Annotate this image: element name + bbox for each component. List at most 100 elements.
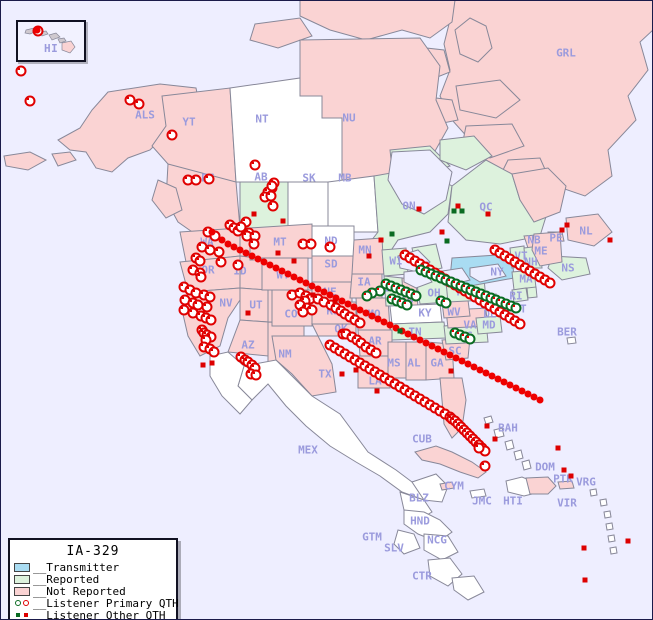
listener-marker-filled xyxy=(266,261,274,269)
listener-primary-qth-marker xyxy=(305,238,317,250)
listener-marker-filled xyxy=(518,387,526,395)
listener-primary-qth-marker xyxy=(479,460,491,472)
listener-marker-filled xyxy=(254,255,262,263)
listener-marker-filled xyxy=(208,228,216,236)
listener-marker-filled xyxy=(230,243,238,251)
listener-marker-filled xyxy=(284,270,292,278)
listener-other-qth-marker xyxy=(484,423,490,429)
listener-other-qth-marker xyxy=(555,445,561,451)
listener-marker-filled xyxy=(308,282,316,290)
legend-item: __Reported xyxy=(14,573,172,585)
listener-marker-filled xyxy=(536,396,544,404)
listener-other-qth-marker xyxy=(561,467,567,473)
legend-marker-sample xyxy=(14,611,30,620)
listener-other-qth-marker xyxy=(568,473,574,479)
listener-marker-filled xyxy=(410,333,418,341)
listener-marker-filled xyxy=(482,369,490,377)
listener-marker-filled xyxy=(440,348,448,356)
listener-other-qth-marker xyxy=(492,436,498,442)
listener-other-qth-marker xyxy=(439,229,445,235)
listener-marker-filled xyxy=(524,390,532,398)
listener-marker-filled xyxy=(368,312,376,320)
listener-other-qth-marker xyxy=(582,577,588,583)
legend-item-label: __Listener Other QTH xyxy=(33,608,166,620)
legend-item-label: __Listener Primary QTH xyxy=(33,596,179,610)
listener-primary-qth-marker xyxy=(267,200,279,212)
listener-other-qth-marker xyxy=(564,222,570,228)
listener-primary-qth-marker xyxy=(190,174,202,186)
listener-marker-filled xyxy=(302,279,310,287)
listener-other-qth-marker xyxy=(374,388,380,394)
listener-marker-filled xyxy=(512,384,520,392)
listener-marker-filled xyxy=(422,339,430,347)
listener-marker-filled xyxy=(458,357,466,365)
listener-marker-filled xyxy=(290,273,298,281)
listener-marker-filled xyxy=(470,363,478,371)
hawaii-inset: HI xyxy=(16,20,86,62)
listener-marker-filled xyxy=(320,288,328,296)
listener-other-qth-marker xyxy=(245,310,251,316)
listener-primary-qth-marker xyxy=(195,271,207,283)
listener-primary-qth-marker xyxy=(354,317,366,329)
listener-marker-filled xyxy=(33,26,41,34)
legend-title: IA-329 xyxy=(66,544,120,559)
listener-other-qth-marker xyxy=(280,218,286,224)
listener-primary-qth-marker xyxy=(215,256,227,268)
listener-other-qth-marker xyxy=(378,237,384,243)
listener-other-qth-marker xyxy=(310,292,316,298)
legend-square-red-icon xyxy=(24,613,28,617)
listener-marker-filled xyxy=(416,336,424,344)
listener-other-qth-marker xyxy=(353,367,359,373)
listener-other-qth-marker xyxy=(448,368,454,374)
listener-other-qth-marker xyxy=(291,258,297,264)
listener-other-qth-marker-green xyxy=(397,328,403,334)
legend-item-label: __Transmitter xyxy=(33,560,120,574)
listener-other-qth-marker xyxy=(332,299,338,305)
legend-marker-sample xyxy=(14,599,30,608)
listener-marker-filled xyxy=(260,258,268,266)
listener-primary-qth-marker-green xyxy=(401,299,413,311)
listener-marker-filled xyxy=(242,249,250,257)
listener-marker-filled xyxy=(332,294,340,302)
legend-item-label: __Not Reported xyxy=(33,584,126,598)
listener-primary-qth-marker xyxy=(235,221,247,233)
listener-marker-filled xyxy=(314,285,322,293)
listener-marker-filled xyxy=(494,375,502,383)
listener-marker-filled xyxy=(224,240,232,248)
listener-primary-qth-marker xyxy=(24,95,36,107)
listener-primary-qth-marker xyxy=(15,65,27,77)
listener-primary-qth-marker xyxy=(250,369,262,381)
listener-marker-filled xyxy=(374,315,382,323)
listener-other-qth-marker xyxy=(251,211,257,217)
legend-item: __Transmitter xyxy=(14,561,172,573)
listener-marker-filled xyxy=(500,378,508,386)
listener-other-qth-marker xyxy=(209,360,215,366)
listener-other-qth-marker xyxy=(200,362,206,368)
listener-marker-filled xyxy=(272,264,280,272)
listener-primary-qth-marker-green xyxy=(361,290,373,302)
listener-other-qth-marker xyxy=(485,211,491,217)
hawaii-label: HI xyxy=(44,42,59,55)
listener-primary-qth-marker xyxy=(201,301,213,313)
listener-other-qth-marker xyxy=(275,250,281,256)
listener-primary-qth-marker xyxy=(370,347,382,359)
listener-primary-qth-marker xyxy=(133,98,145,110)
legend-square-green-icon xyxy=(16,613,20,617)
legend-item: __Not Reported xyxy=(14,585,172,597)
listener-marker-filled xyxy=(404,330,412,338)
listener-other-qth-marker xyxy=(559,227,565,233)
listener-primary-qth-marker xyxy=(297,306,309,318)
listener-primary-qth-marker xyxy=(249,159,261,171)
legend-item-label: __Reported xyxy=(33,572,100,586)
listener-other-qth-marker xyxy=(416,206,422,212)
listener-primary-qth-marker-green xyxy=(464,333,476,345)
listener-primary-qth-marker-green xyxy=(410,290,422,302)
listener-marker-filled xyxy=(344,300,352,308)
listener-other-qth-marker-green xyxy=(451,208,457,214)
listener-marker-filled xyxy=(386,321,394,329)
listener-other-qth-marker xyxy=(607,237,613,243)
legend-box: IA-329 __Transmitter __Reported __Not Repo… xyxy=(8,538,179,620)
listener-primary-qth-marker xyxy=(194,255,206,267)
listener-other-qth-marker xyxy=(339,371,345,377)
listener-other-qth-marker xyxy=(366,253,372,259)
